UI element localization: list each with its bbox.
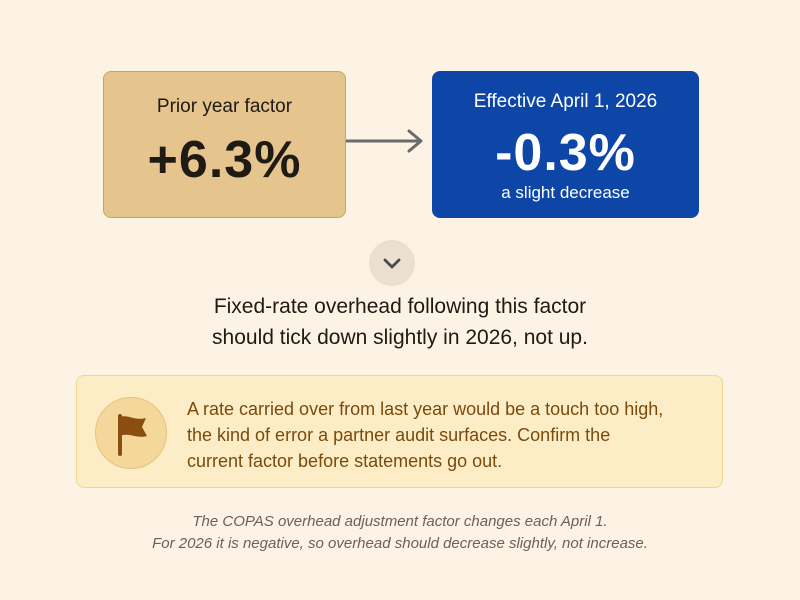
- callout-line-1: A rate carried over from last year would…: [187, 399, 664, 419]
- prior-year-factor-card: Prior year factor +6.3%: [103, 71, 346, 218]
- headline-line-1: Fixed-rate overhead following this facto…: [213, 295, 587, 318]
- effective-factor-value: -0.3%: [495, 124, 636, 182]
- effective-factor-card: Effective April 1, 2026 -0.3% a slight d…: [432, 71, 699, 218]
- chevron-down-icon: [369, 240, 415, 286]
- footnote-line-1: The COPAS overhead adjustment factor cha…: [192, 513, 608, 530]
- flag-icon: [95, 397, 167, 469]
- callout-line-3: current factor before statements go out.: [187, 451, 503, 471]
- prior-year-factor-label: Prior year factor: [156, 96, 293, 117]
- footnote-line-2: For 2026 it is negative, so overhead sho…: [152, 535, 648, 552]
- arrow-right-icon: [346, 129, 423, 153]
- callout-text: A rate carried over from last year would…: [187, 396, 707, 474]
- callout-line-2: the kind of error a partner audit surfac…: [187, 425, 611, 445]
- footnote: The COPAS overhead adjustment factor cha…: [80, 511, 720, 555]
- headline-line-2: should tick down slightly in 2026, not u…: [212, 326, 588, 349]
- headline: Fixed-rate overhead following this facto…: [100, 291, 700, 353]
- prior-year-factor-value: +6.3%: [147, 131, 302, 189]
- effective-date-label: Effective April 1, 2026: [473, 91, 658, 112]
- effective-factor-note: a slight decrease: [501, 183, 630, 202]
- warning-callout: A rate carried over from last year would…: [76, 375, 723, 488]
